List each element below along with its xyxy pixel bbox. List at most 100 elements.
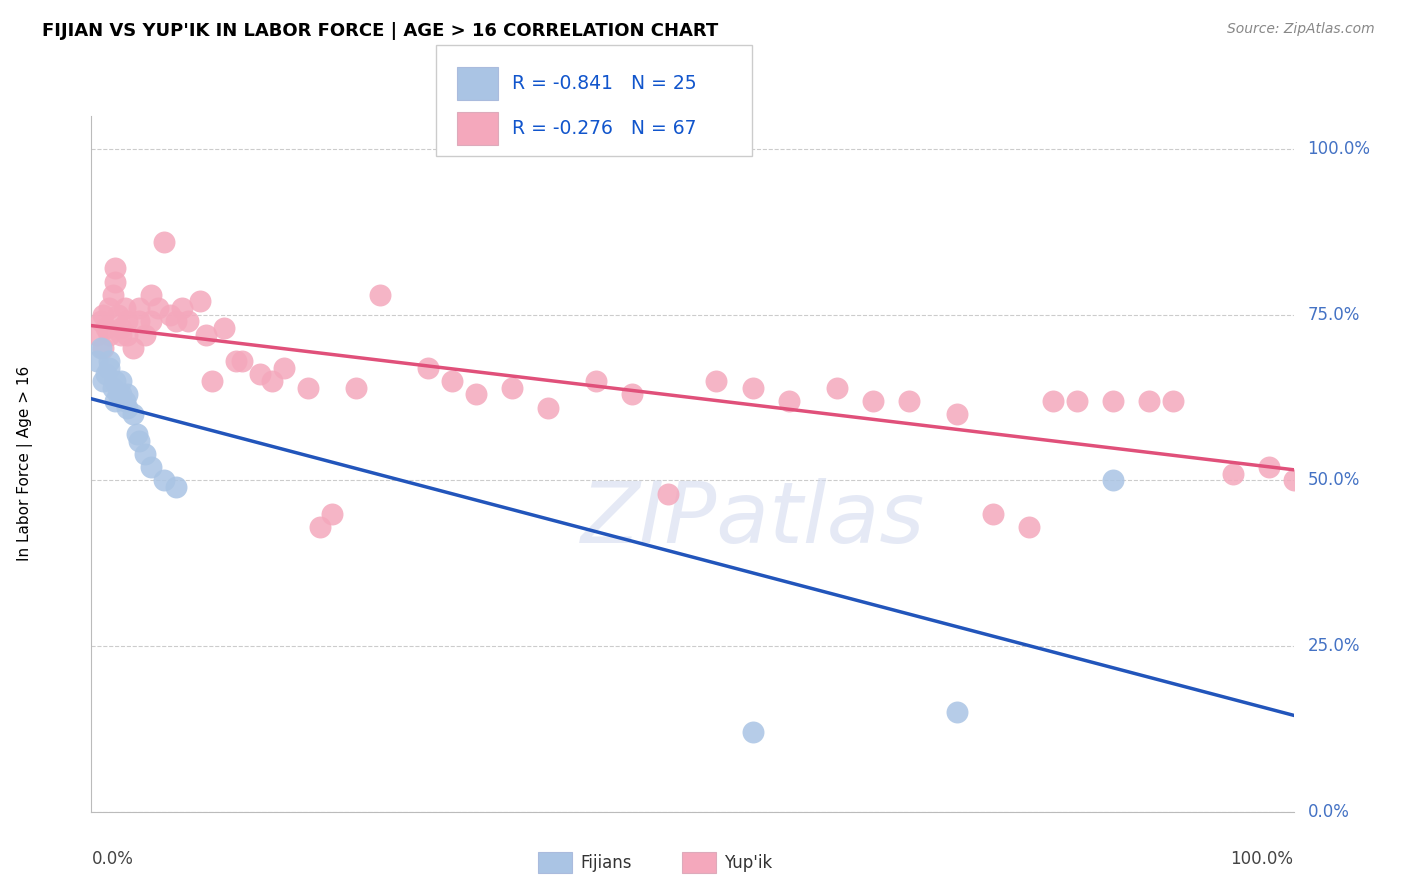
Point xyxy=(308,520,330,534)
Point xyxy=(416,360,439,375)
Text: 25.0%: 25.0% xyxy=(1308,637,1360,655)
Point xyxy=(297,381,319,395)
Text: 0.0%: 0.0% xyxy=(1308,803,1350,821)
Point xyxy=(706,374,728,388)
Point xyxy=(114,301,136,315)
Point xyxy=(188,294,211,309)
Point xyxy=(897,393,920,408)
Point xyxy=(212,321,235,335)
Text: 100.0%: 100.0% xyxy=(1230,850,1294,868)
Point xyxy=(117,387,139,401)
Point xyxy=(114,393,136,408)
Point xyxy=(946,706,969,720)
Point xyxy=(260,374,283,388)
Point xyxy=(585,374,607,388)
Point xyxy=(778,393,800,408)
Point xyxy=(440,374,463,388)
Point xyxy=(537,401,560,415)
Point xyxy=(98,301,121,315)
Point xyxy=(128,301,150,315)
Point xyxy=(107,308,129,322)
Point xyxy=(117,401,139,415)
Point xyxy=(104,275,127,289)
Point xyxy=(176,314,198,328)
Point xyxy=(93,308,115,322)
Point xyxy=(152,235,174,249)
Point xyxy=(104,374,127,388)
Point xyxy=(1282,474,1305,488)
Point xyxy=(101,381,124,395)
Text: FIJIAN VS YUP'IK IN LABOR FORCE | AGE > 16 CORRELATION CHART: FIJIAN VS YUP'IK IN LABOR FORCE | AGE > … xyxy=(42,22,718,40)
Point xyxy=(321,507,343,521)
Point xyxy=(152,474,174,488)
Point xyxy=(165,314,187,328)
Point xyxy=(141,288,163,302)
Point xyxy=(110,321,132,335)
Point xyxy=(98,327,121,342)
Point xyxy=(104,261,127,276)
Text: Source: ZipAtlas.com: Source: ZipAtlas.com xyxy=(1227,22,1375,37)
Point xyxy=(946,407,969,421)
Point xyxy=(621,387,644,401)
Point xyxy=(465,387,488,401)
Text: In Labor Force | Age > 16: In Labor Force | Age > 16 xyxy=(17,367,34,561)
Point xyxy=(1102,393,1125,408)
Text: R = -0.276   N = 67: R = -0.276 N = 67 xyxy=(512,120,696,138)
Text: 100.0%: 100.0% xyxy=(1308,140,1371,158)
Point xyxy=(90,314,112,328)
Text: R = -0.841   N = 25: R = -0.841 N = 25 xyxy=(512,74,696,93)
Point xyxy=(981,507,1004,521)
Point xyxy=(122,341,145,355)
Point xyxy=(134,327,156,342)
Point xyxy=(93,374,115,388)
Point xyxy=(1222,467,1244,481)
Point xyxy=(1042,393,1064,408)
Point xyxy=(1018,520,1040,534)
Text: Yup'ik: Yup'ik xyxy=(724,854,772,871)
Point xyxy=(741,381,763,395)
Point xyxy=(122,407,145,421)
Point xyxy=(1066,393,1088,408)
Point xyxy=(1137,393,1160,408)
Point xyxy=(128,314,150,328)
Point xyxy=(368,288,391,302)
Point xyxy=(165,480,187,494)
Point xyxy=(501,381,523,395)
Point xyxy=(146,301,169,315)
Text: 0.0%: 0.0% xyxy=(91,850,134,868)
Point xyxy=(110,374,132,388)
Point xyxy=(825,381,848,395)
Point xyxy=(104,393,127,408)
Point xyxy=(98,360,121,375)
Point xyxy=(249,368,271,382)
Point xyxy=(90,341,112,355)
Point xyxy=(657,486,679,500)
Point xyxy=(110,387,132,401)
Point xyxy=(117,314,139,328)
Point xyxy=(231,354,253,368)
Point xyxy=(159,308,181,322)
Point xyxy=(741,725,763,739)
Point xyxy=(344,381,367,395)
Point xyxy=(93,341,115,355)
Text: ZIPatlas: ZIPatlas xyxy=(581,478,925,561)
Point xyxy=(225,354,247,368)
Point xyxy=(107,387,129,401)
Point xyxy=(1161,393,1184,408)
Point xyxy=(134,447,156,461)
Point xyxy=(101,288,124,302)
Point xyxy=(170,301,193,315)
Point xyxy=(862,393,884,408)
Point xyxy=(273,360,295,375)
Point xyxy=(86,327,108,342)
Point xyxy=(94,368,117,382)
Text: 75.0%: 75.0% xyxy=(1308,306,1360,324)
Point xyxy=(128,434,150,448)
Point xyxy=(117,327,139,342)
Text: 50.0%: 50.0% xyxy=(1308,471,1360,490)
Point xyxy=(141,460,163,475)
Point xyxy=(1258,460,1281,475)
Point xyxy=(141,314,163,328)
Point xyxy=(200,374,222,388)
Point xyxy=(86,354,108,368)
